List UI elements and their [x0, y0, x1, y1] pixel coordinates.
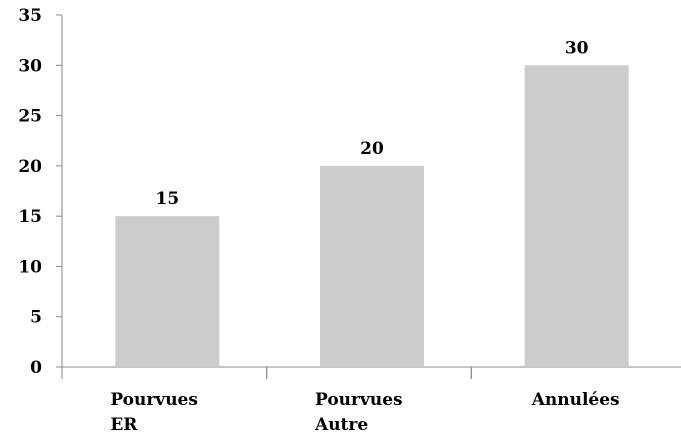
data-label: 30 — [565, 38, 589, 58]
category-label: Annulées — [531, 390, 620, 410]
bar — [115, 216, 220, 367]
y-tick-label: 5 — [30, 308, 42, 328]
bars — [115, 65, 629, 368]
bar — [320, 165, 424, 367]
y-tick-label: 15 — [18, 207, 42, 227]
bar — [524, 65, 629, 368]
y-tick-label: 35 — [18, 6, 42, 26]
category-label: ER — [110, 415, 138, 435]
y-tick-label: 0 — [30, 358, 42, 378]
category-label: Autre — [314, 415, 368, 435]
data-label: 15 — [155, 189, 179, 209]
data-label: 20 — [360, 139, 384, 159]
y-tick-label: 20 — [18, 157, 42, 177]
y-tick-label: 10 — [18, 257, 42, 277]
category-label: Pourvues — [110, 390, 198, 410]
y-tick-label: 30 — [18, 56, 42, 76]
category-label: Pourvues — [315, 390, 403, 410]
y-tick-label: 25 — [18, 107, 42, 127]
labels: 0 5 10 15 20 25 30 35 15 Pourvues ER 20 Pourvues Autr… — [18, 6, 619, 435]
